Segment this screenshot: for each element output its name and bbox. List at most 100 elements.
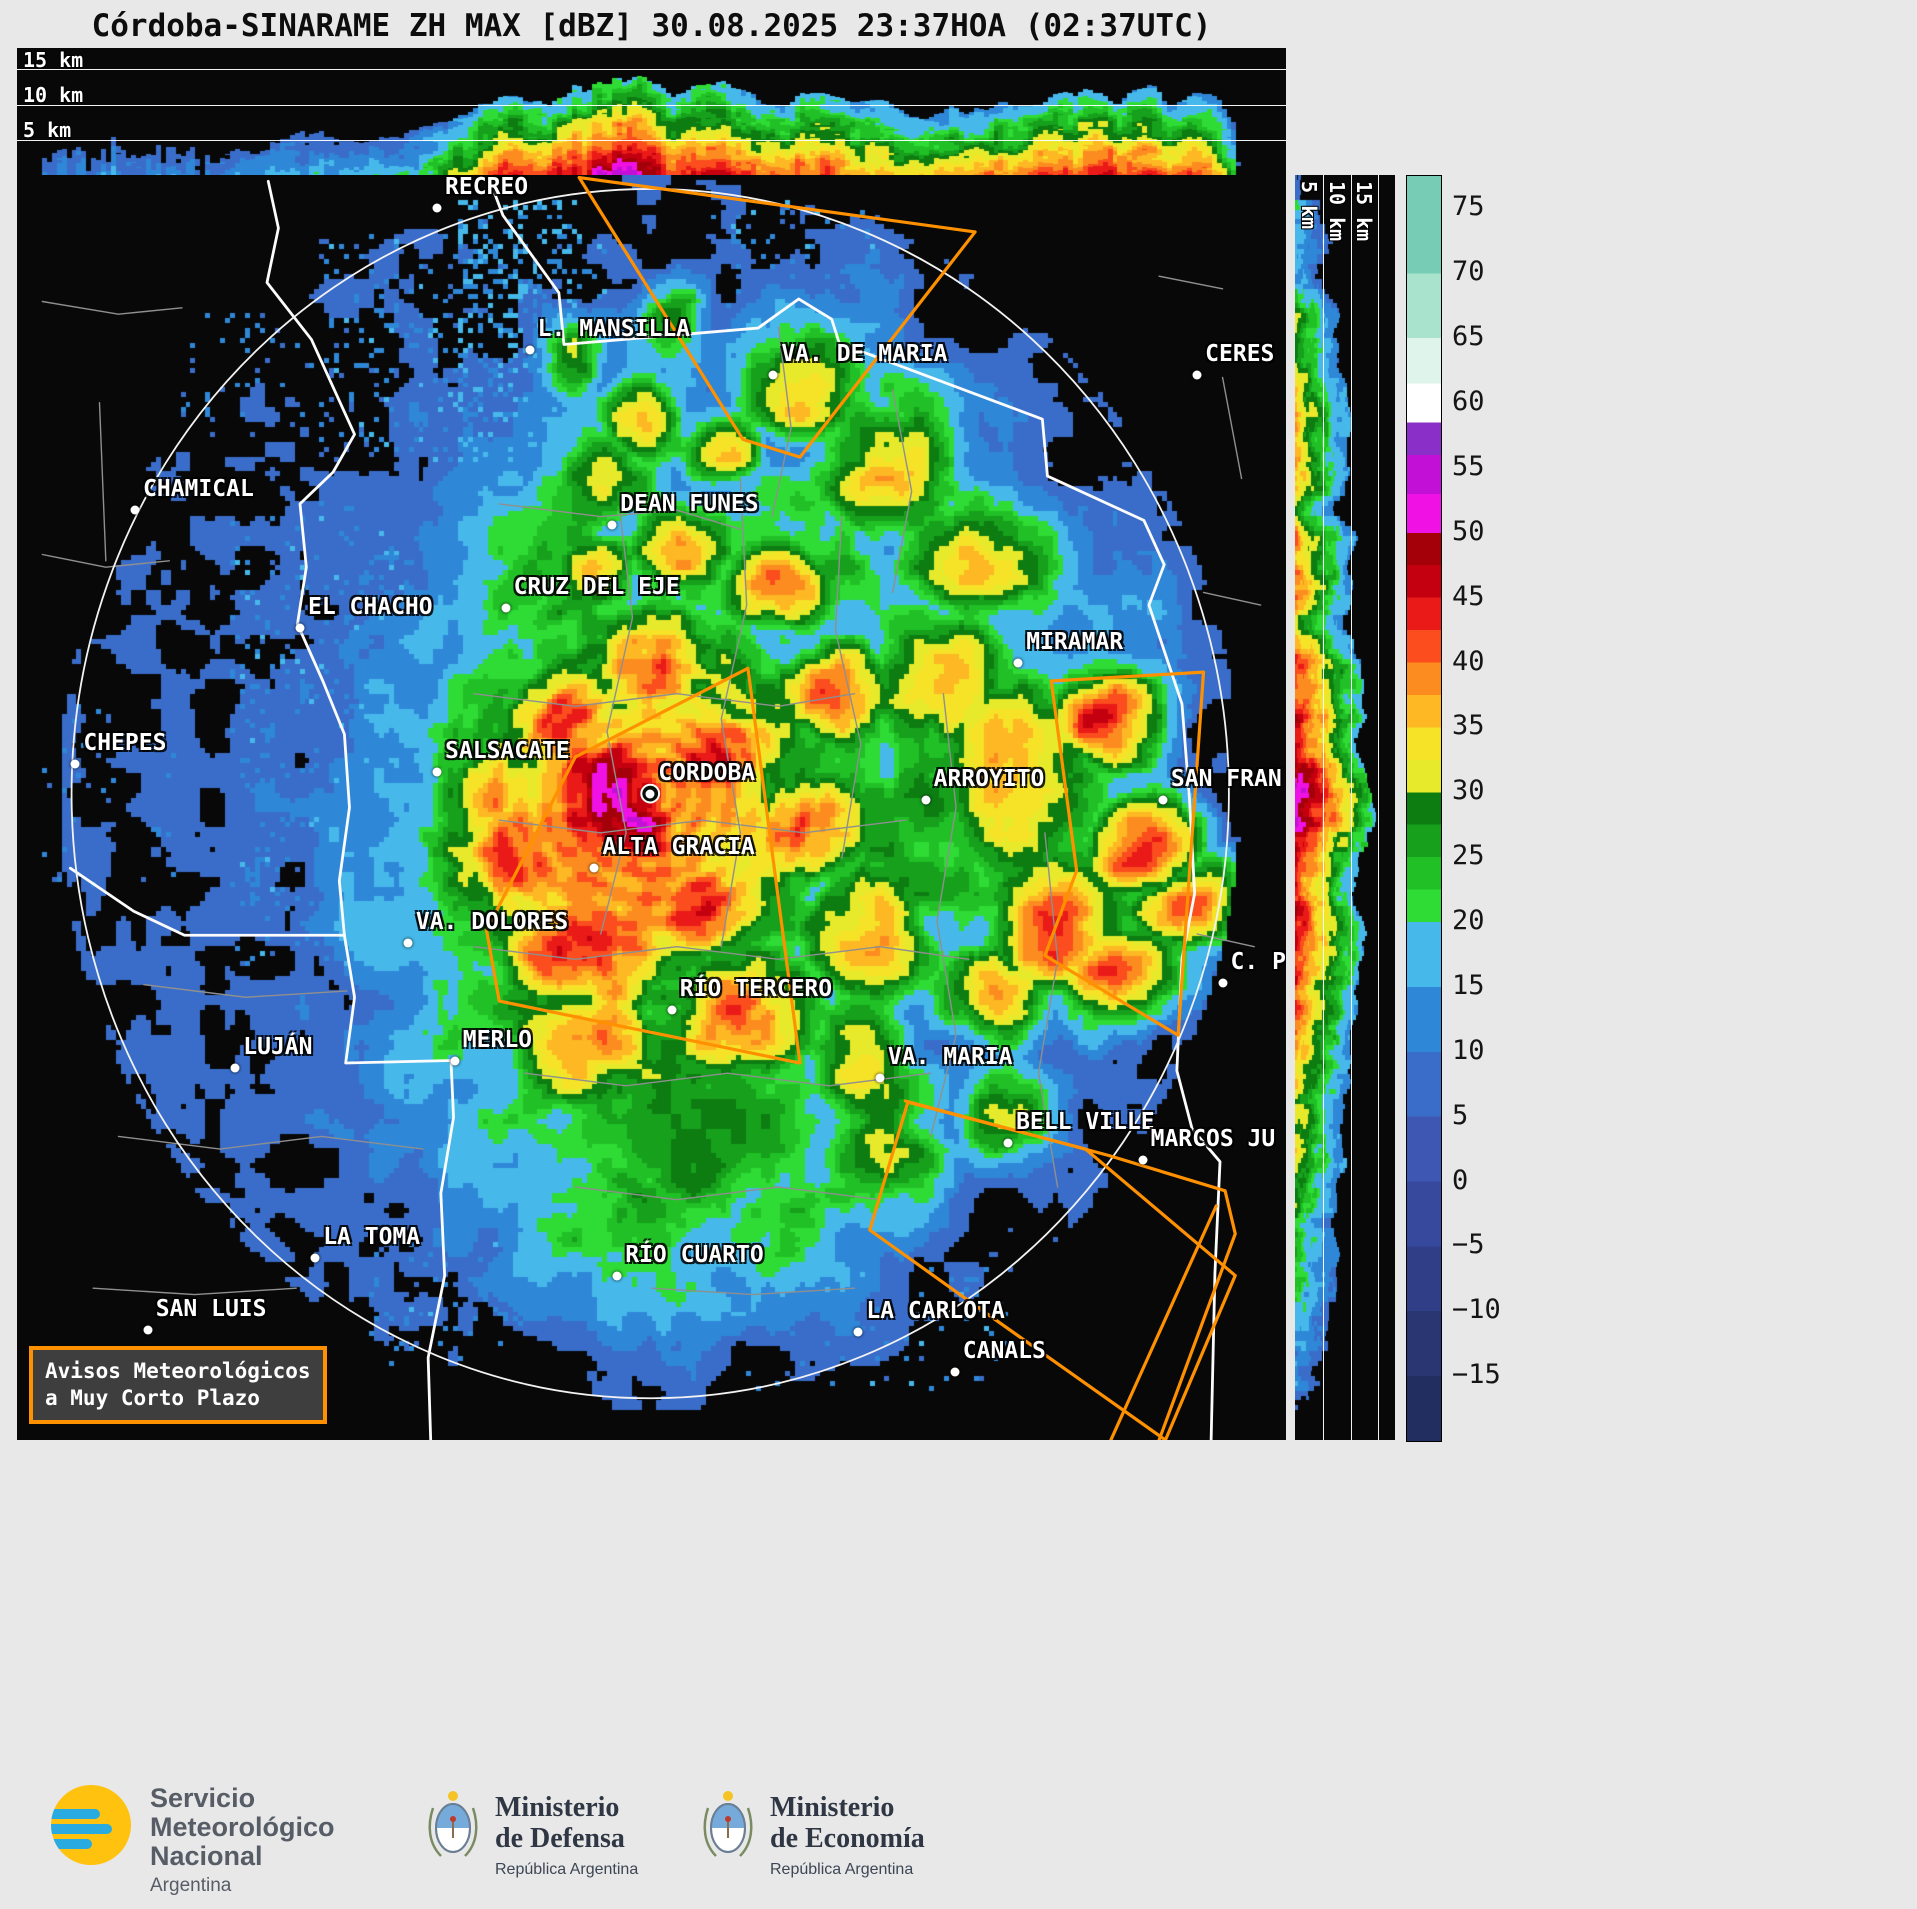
province-border [267,181,355,624]
warning-legend-box: Avisos Meteorológicos a Muy Corto Plazo [29,1346,327,1424]
city-dot [645,789,655,799]
city-dot [853,1327,863,1337]
city-label: RÍO CUARTO [625,1241,764,1268]
province-border [297,624,453,1440]
city-label: LUJÁN [243,1034,313,1061]
city-label: ALTA GRACIA [602,834,755,861]
warning-legend-line2: a Muy Corto Plazo [45,1386,260,1410]
department-border [93,1288,296,1294]
city-label: CERES [1205,340,1275,367]
reflectivity-canvas [17,175,1286,1440]
economia-wordmark: Ministerio de Economía República Argenti… [770,1786,925,1879]
colorbar-tick-label: 20 [1452,905,1485,937]
department-border [144,985,347,998]
city-dot [921,795,931,805]
city-label: LA CARLOTA [866,1298,1005,1325]
city-dot [70,759,80,769]
city-dot [450,1056,460,1065]
city-label: RECREO [445,175,529,200]
economia-subtitle: República Argentina [770,1861,914,1878]
city-dot [501,603,511,613]
defensa-line-1: Ministerio [495,1792,620,1823]
department-border [931,694,956,1137]
right-axis-label-15km: 15 km [1352,181,1376,242]
city-label: SALSACATE [445,738,570,765]
department-border [474,947,969,960]
city-dot [875,1073,885,1083]
smn-word-1: Servicio [150,1783,256,1813]
city-label: MARCOS JU [1150,1126,1276,1153]
department-border [99,403,105,561]
footer: Servicio Meteorológico Nacional Argentin… [0,1770,1917,1909]
colorbar-tick-label: 15 [1452,969,1485,1001]
radar-map-panel: RECREO L. MANSILLA VA. DE MARIA CERES CHAMIC… [17,175,1286,1440]
defensa-wordmark: Ministerio de Defensa República Argentin… [495,1786,638,1879]
city-label: MERLO [462,1026,533,1053]
cross-section-right-canvas [1295,175,1395,1440]
city-dot [1138,1155,1148,1165]
right-axis-label-5km: 5 km [1297,181,1321,230]
colorbar-tick-label: 60 [1452,386,1485,418]
city-label: L. MANSILLA [537,315,690,342]
city-dot [950,1367,960,1377]
city-label: CHAMICAL [143,476,254,503]
department-border [42,302,182,315]
ministry-economia-block: Ministerio de Economía República Argenti… [700,1786,925,1879]
department-border [772,327,791,517]
top-gridline-15km [17,69,1286,70]
city-label: CORDOBA [658,759,756,786]
right-axis-label-10km: 10 km [1325,181,1349,242]
city-label: ARROYITO [933,765,1045,792]
colorbar-tick-label: 0 [1452,1164,1469,1196]
colorbar-tick-label: 10 [1452,1034,1485,1066]
colorbar-tick-label: 40 [1452,645,1485,677]
smn-logo-block: Servicio Meteorológico Nacional Argentin… [48,1782,335,1897]
department-border [474,694,855,707]
city-dot [143,1325,153,1335]
city-dot [1013,658,1023,668]
top-gridline-10km [17,105,1286,106]
department-border [499,504,740,529]
smn-logo-icon [51,1785,131,1865]
cross-section-right-panel: 5 km 10 km 15 km [1295,175,1395,1440]
department-border [575,1187,880,1200]
colorbar-tick-label: 65 [1452,321,1485,353]
defensa-line-2: de Defensa [495,1823,625,1854]
city-layer: RECREO L. MANSILLA VA. DE MARIA CERES CHAMIC… [17,175,1286,1440]
city-dot [667,1005,677,1015]
department-border [1039,833,1058,1187]
city-dot [310,1253,320,1263]
colorbar-tick-label: −5 [1452,1229,1485,1261]
warning-legend-line1: Avisos Meteorológicos [45,1359,311,1383]
department-border [119,1136,424,1149]
top-gridline-5km [17,140,1286,141]
province-border [70,868,344,935]
city-dot [432,767,442,777]
economia-coat-of-arms-icon [703,1791,753,1857]
warning-polygon [487,668,800,1063]
city-label: LA TOMA [323,1223,421,1250]
range-ring [72,189,1229,1398]
department-border [1159,276,1222,289]
colorbar-tick-label: 45 [1452,580,1485,612]
colorbar-tick-label: 35 [1452,710,1485,742]
city-label: SAN LUIS [155,1295,267,1322]
warning-polygon [1111,1206,1216,1440]
city-label: SAN FRAN [1170,765,1282,792]
city-label: VA. DE MARIA [781,340,948,367]
ministry-defensa-block: Ministerio de Defensa República Argentin… [425,1786,638,1879]
colorbar [1406,175,1442,1442]
department-border [1204,592,1261,605]
colorbar-tick-label: 75 [1452,191,1485,223]
colorbar-tick-label: −10 [1452,1294,1501,1326]
department-border [525,1073,931,1086]
city-label: CRUZ DEL EJE [513,573,680,600]
city-label: C. P [1230,949,1286,976]
right-gridline-10km [1351,175,1352,1440]
city-dot [403,938,413,948]
colorbar-tick-label: 50 [1452,515,1485,547]
defensa-coat-of-arms-icon [428,1791,478,1857]
warning-polygon [870,1102,1235,1440]
colorbar-tick-label: 25 [1452,840,1485,872]
smn-wordmark: Servicio Meteorológico Nacional Argentin… [150,1782,335,1897]
